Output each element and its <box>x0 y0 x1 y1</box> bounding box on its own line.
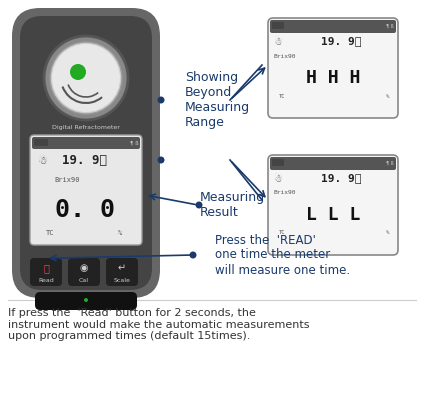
Text: 19. 9℃: 19. 9℃ <box>62 154 108 168</box>
Text: %: % <box>118 230 122 236</box>
Text: ⏻: ⏻ <box>43 263 49 273</box>
Text: Brix90: Brix90 <box>273 54 296 58</box>
Text: ↵: ↵ <box>118 263 126 273</box>
FancyBboxPatch shape <box>268 18 398 118</box>
Circle shape <box>195 202 203 208</box>
Text: 19. 9℃: 19. 9℃ <box>321 36 361 46</box>
Text: %: % <box>386 94 390 98</box>
FancyBboxPatch shape <box>270 157 396 170</box>
FancyBboxPatch shape <box>272 22 284 29</box>
FancyBboxPatch shape <box>34 139 48 146</box>
FancyBboxPatch shape <box>68 258 100 286</box>
Text: %: % <box>386 231 390 235</box>
FancyBboxPatch shape <box>268 155 398 255</box>
Text: ¶ ß: ¶ ß <box>130 141 138 145</box>
Text: Showing
Beyond
Measuring
Range: Showing Beyond Measuring Range <box>185 71 250 129</box>
Circle shape <box>70 64 86 80</box>
Text: 0. 0: 0. 0 <box>55 198 115 222</box>
Text: If press the  'Read' button for 2 seconds, the
instrument would make the automat: If press the 'Read' button for 2 seconds… <box>8 308 310 341</box>
Circle shape <box>157 96 165 104</box>
Text: Brix90: Brix90 <box>273 191 296 195</box>
FancyBboxPatch shape <box>35 292 137 310</box>
FancyBboxPatch shape <box>32 137 140 149</box>
Text: ¶ ß: ¶ ß <box>386 160 394 166</box>
FancyBboxPatch shape <box>106 258 138 286</box>
FancyBboxPatch shape <box>30 135 142 245</box>
FancyBboxPatch shape <box>12 8 160 298</box>
Circle shape <box>84 298 88 302</box>
Text: ☃: ☃ <box>273 174 282 184</box>
Text: ☃: ☃ <box>37 156 47 166</box>
Text: TC: TC <box>279 94 285 98</box>
Text: ¶ ß: ¶ ß <box>386 23 394 29</box>
Text: ☃: ☃ <box>273 37 282 47</box>
Circle shape <box>44 36 128 120</box>
FancyBboxPatch shape <box>272 159 284 166</box>
FancyBboxPatch shape <box>30 258 62 286</box>
Text: H H H: H H H <box>306 69 360 87</box>
Text: TC: TC <box>46 230 54 236</box>
Text: L L L: L L L <box>306 206 360 224</box>
Text: Digital Refractometer: Digital Refractometer <box>52 125 120 131</box>
Circle shape <box>52 44 120 112</box>
Text: Cal: Cal <box>79 278 89 283</box>
Circle shape <box>190 252 196 258</box>
Text: 19. 9℃: 19. 9℃ <box>321 173 361 183</box>
Circle shape <box>50 42 122 114</box>
Text: Read: Read <box>38 278 54 283</box>
FancyBboxPatch shape <box>270 20 396 33</box>
Text: Measuring
Result: Measuring Result <box>200 191 265 219</box>
Circle shape <box>157 156 165 164</box>
Text: Scale: Scale <box>114 278 131 283</box>
FancyBboxPatch shape <box>20 16 152 290</box>
Text: TC: TC <box>279 231 285 235</box>
Text: Brix90: Brix90 <box>54 177 80 183</box>
Text: ◉: ◉ <box>80 263 88 273</box>
Text: Press the  'READ'
one time the meter
will measure one time.: Press the 'READ' one time the meter will… <box>215 233 350 276</box>
